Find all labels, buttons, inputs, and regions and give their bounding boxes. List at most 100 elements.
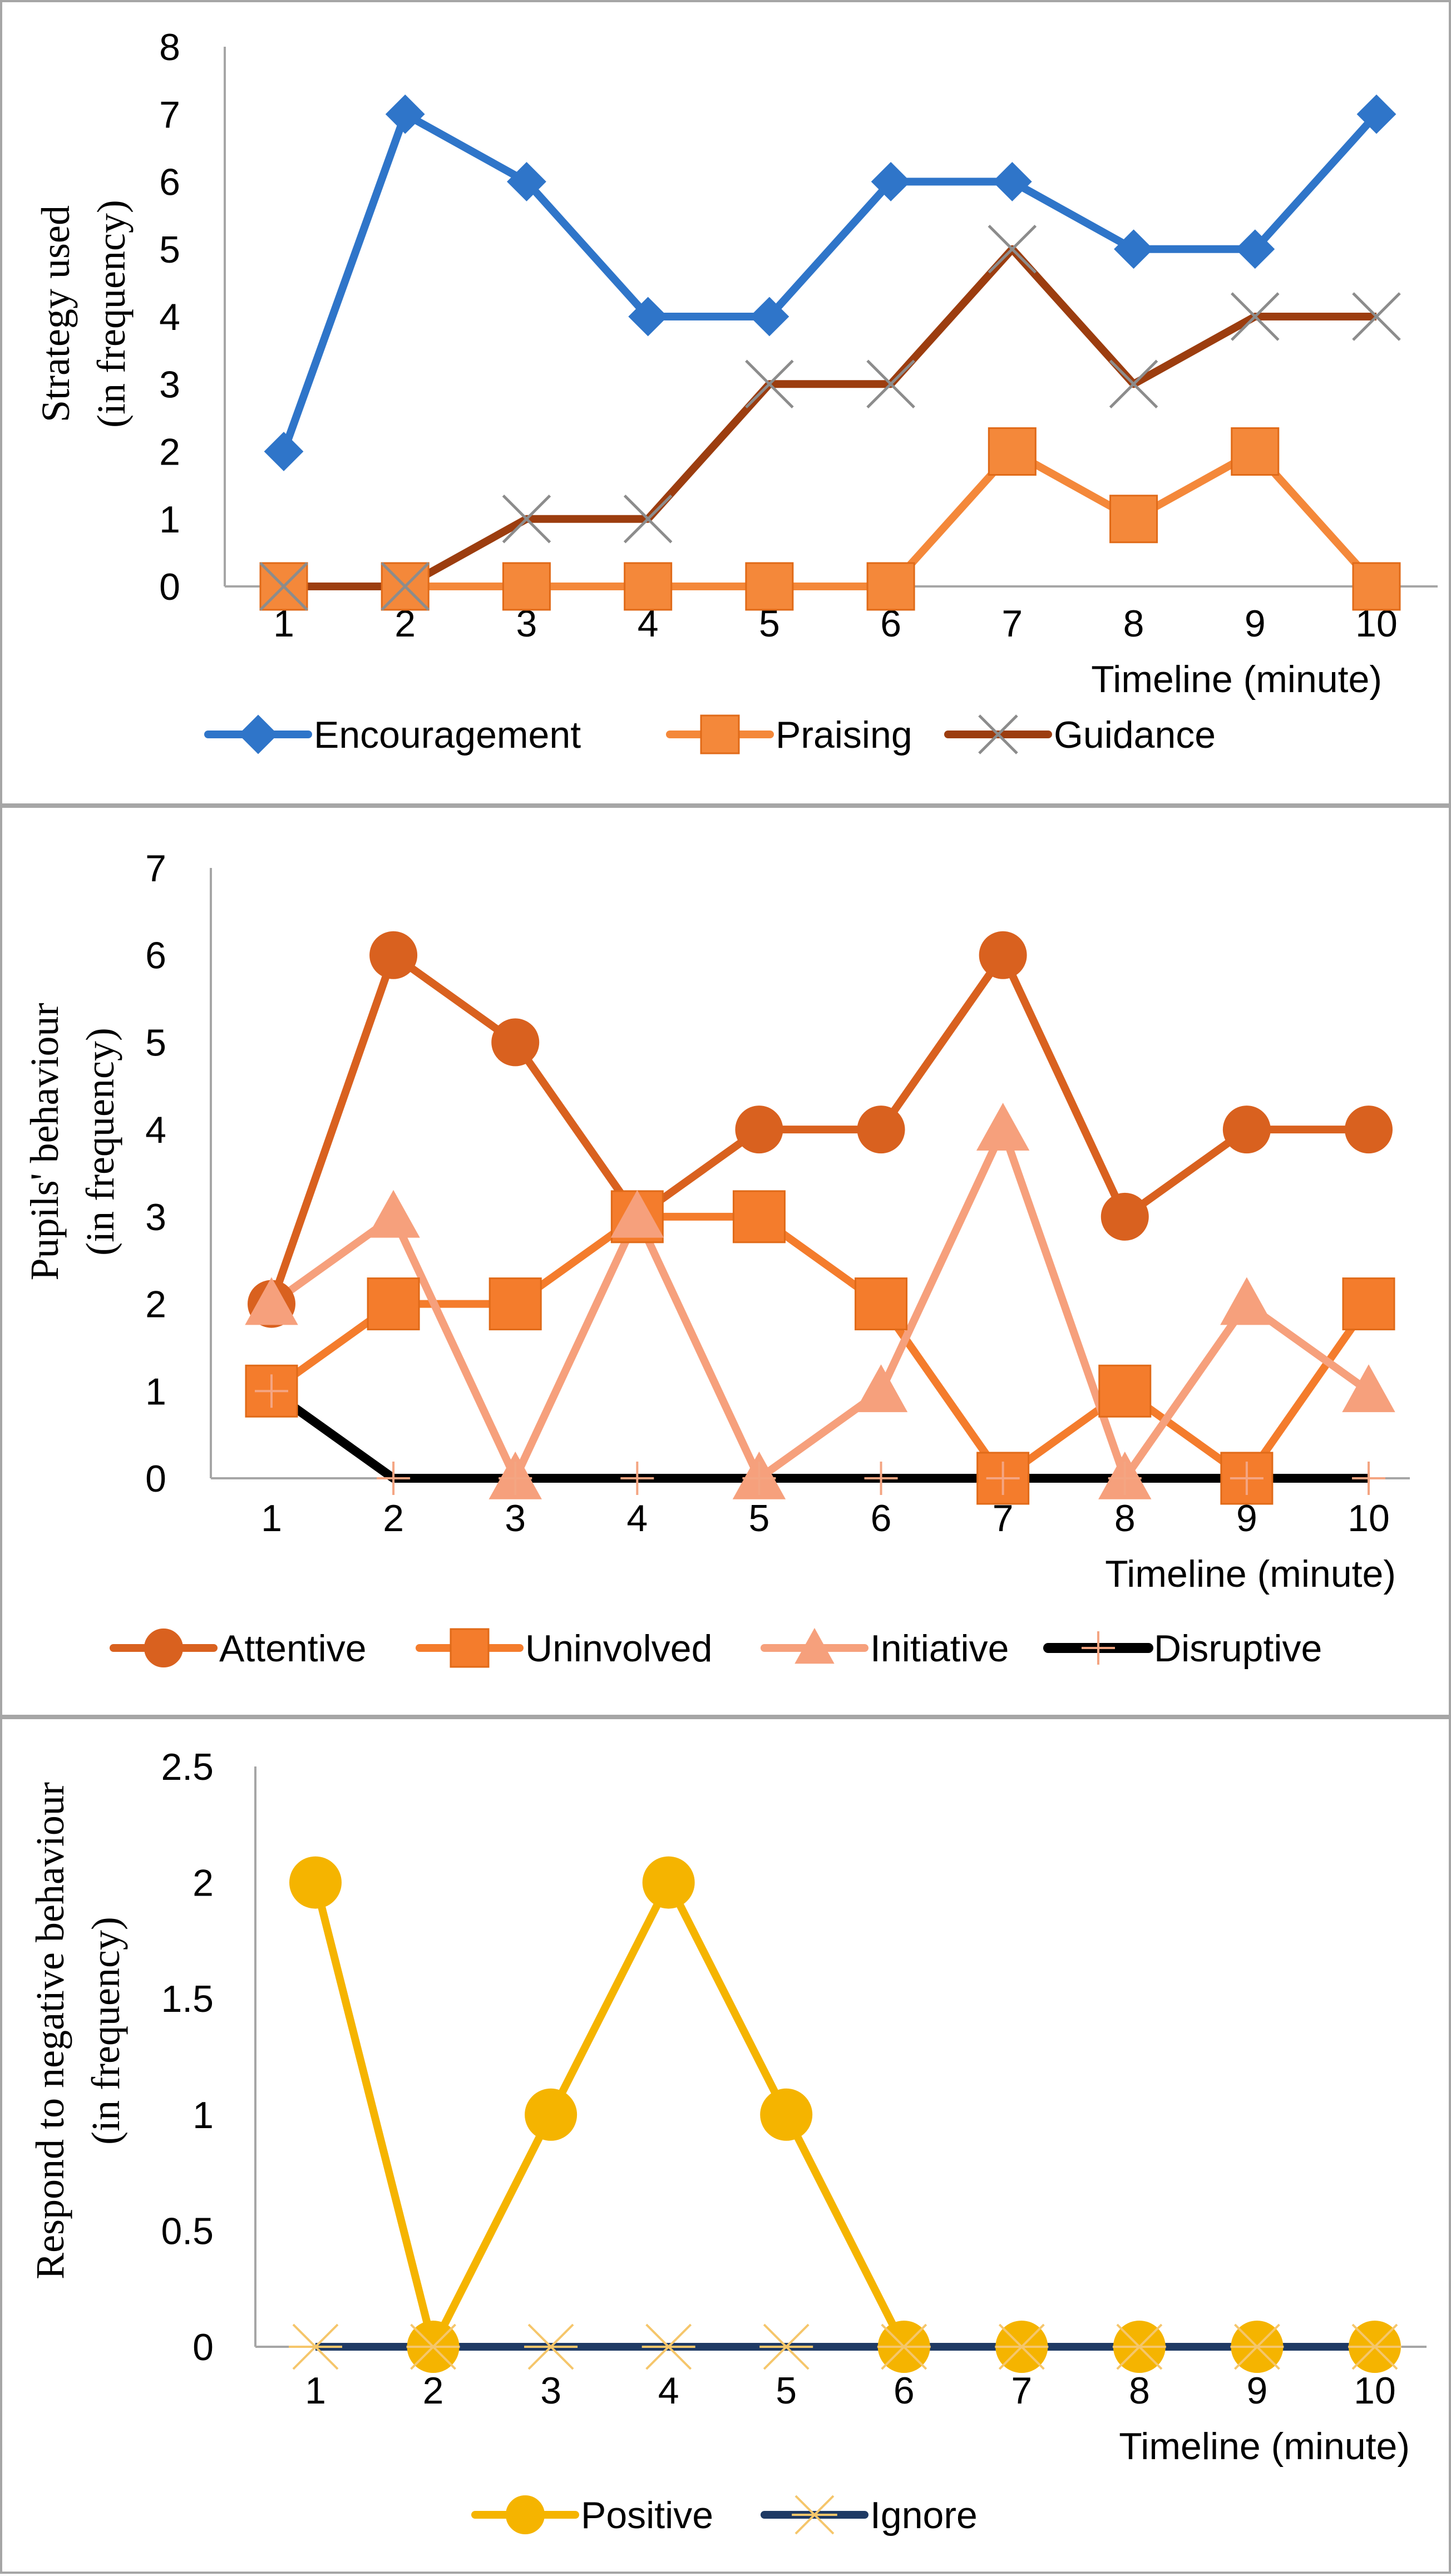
data-point-positive bbox=[525, 2088, 578, 2141]
data-point-disruptive bbox=[1108, 1462, 1142, 1495]
x-tick-label: 2 bbox=[423, 2370, 444, 2412]
data-point-encouragement bbox=[264, 432, 304, 471]
x-tick-label: 6 bbox=[894, 2370, 915, 2412]
behaviour-chart-panel: 0 1 2 3 4 5 6 7 1 2 3 4 5 6 7 8 9 10 Timeline (minute) Pupi… bbox=[0, 806, 1451, 1717]
data-point-uninvolved bbox=[1098, 1364, 1152, 1418]
y-tick-label: 7 bbox=[159, 93, 180, 136]
data-point-uninvolved bbox=[1342, 1277, 1395, 1331]
legend-label-positive: Positive bbox=[581, 2494, 713, 2536]
y-tick-label: 7 bbox=[145, 847, 166, 890]
data-point-praising bbox=[1109, 495, 1158, 544]
data-point-guidance bbox=[988, 224, 1037, 274]
data-point-ignore bbox=[289, 2323, 342, 2370]
y-tick-label: 5 bbox=[159, 229, 180, 271]
data-point-praising bbox=[624, 562, 673, 611]
y-axis-label: Pupils' behaviour bbox=[22, 1003, 67, 1281]
data-point-ignore bbox=[877, 2323, 931, 2370]
data-point-ignore bbox=[1348, 2323, 1401, 2370]
legend-marker-attentive bbox=[144, 1628, 183, 1667]
x-tick-label: 7 bbox=[1011, 2370, 1032, 2412]
data-point-initiative bbox=[367, 1190, 420, 1238]
response-chart-panel: 0 0.5 1 1.5 2 2.5 1 2 3 4 5 6 7 8 9 10 Timeline (minute)… bbox=[0, 1717, 1451, 2574]
data-point-encouragement bbox=[749, 297, 789, 337]
x-tick-label: 10 bbox=[1354, 2370, 1396, 2412]
data-point-encouragement bbox=[1235, 229, 1275, 269]
legend-marker-guidance bbox=[978, 714, 1018, 754]
data-point-attentive bbox=[979, 931, 1027, 979]
legend-label-ignore: Ignore bbox=[870, 2494, 978, 2536]
y-tick-label: 6 bbox=[145, 935, 166, 977]
x-tick-label: 9 bbox=[1247, 2370, 1268, 2412]
legend-marker-disruptive bbox=[1082, 1631, 1115, 1665]
x-axis-label: Timeline (minute) bbox=[1105, 1553, 1396, 1595]
data-point-initiative bbox=[1220, 1277, 1274, 1325]
data-point-attentive bbox=[1222, 1106, 1271, 1154]
data-point-attentive bbox=[1100, 1192, 1149, 1241]
data-point-praising bbox=[866, 562, 915, 611]
data-point-praising bbox=[1352, 562, 1401, 611]
y-tick-label: 4 bbox=[145, 1109, 166, 1151]
y-tick-label: 3 bbox=[145, 1196, 166, 1238]
x-tick-label: 5 bbox=[776, 2370, 797, 2412]
y-tick-label: 4 bbox=[159, 296, 180, 338]
y-tick-label: 1 bbox=[145, 1370, 166, 1413]
data-point-uninvolved bbox=[367, 1277, 420, 1331]
data-point-attentive bbox=[491, 1018, 540, 1067]
series-line-encouragement bbox=[280, 110, 1380, 453]
x-tick-label: 4 bbox=[658, 2370, 679, 2412]
data-point-disruptive bbox=[742, 1462, 776, 1495]
y-tick-label: 0 bbox=[159, 566, 180, 608]
data-point-disruptive bbox=[255, 1374, 288, 1408]
x-tick-label: 1 bbox=[305, 2370, 326, 2412]
legend-marker-initiative bbox=[794, 1627, 835, 1664]
x-tick-label: 9 bbox=[1245, 603, 1266, 645]
data-point-disruptive bbox=[499, 1462, 532, 1495]
strategy-chart-panel: 0 1 2 3 4 5 6 7 8 1 2 3 4 5 6 7 8 9 10 Timeline (minute) Str… bbox=[0, 0, 1451, 806]
data-point-ignore bbox=[406, 2323, 460, 2370]
data-point-disruptive bbox=[864, 1462, 898, 1495]
data-point-encouragement bbox=[871, 162, 911, 201]
y-tick-label: 2.5 bbox=[161, 1746, 214, 1788]
y-tick-label: 2 bbox=[193, 1862, 214, 1904]
data-point-guidance bbox=[1109, 359, 1158, 409]
data-point-ignore bbox=[759, 2323, 813, 2370]
y-axis-label: (in frequency) bbox=[83, 1917, 128, 2145]
x-axis-label: Timeline (minute) bbox=[1091, 658, 1382, 700]
data-point-attentive bbox=[857, 1106, 905, 1154]
data-point-uninvolved bbox=[488, 1277, 542, 1331]
data-point-guidance bbox=[1352, 292, 1401, 341]
x-tick-label: 8 bbox=[1123, 603, 1144, 645]
legend-label-praising: Praising bbox=[776, 714, 912, 756]
data-point-initiative bbox=[854, 1364, 908, 1413]
y-tick-label: 2 bbox=[145, 1284, 166, 1326]
data-point-encouragement bbox=[385, 94, 425, 134]
data-point-guidance bbox=[1231, 292, 1280, 341]
x-tick-label: 5 bbox=[749, 1497, 770, 1539]
legend-marker-encouragement bbox=[238, 714, 278, 754]
data-point-ignore bbox=[1112, 2323, 1166, 2370]
y-tick-label: 0 bbox=[193, 2326, 214, 2368]
y-axis-label: (in frequency) bbox=[89, 200, 134, 428]
data-point-disruptive bbox=[986, 1462, 1020, 1495]
data-point-guidance bbox=[623, 494, 673, 544]
series-line-guidance bbox=[284, 245, 1376, 590]
legend-label-initiative: Initiative bbox=[870, 1627, 1009, 1670]
data-point-ignore bbox=[1230, 2323, 1284, 2370]
data-point-ignore bbox=[524, 2323, 578, 2370]
legend-label-attentive: Attentive bbox=[219, 1627, 367, 1670]
legend-marker-praising bbox=[700, 714, 740, 754]
series-line-uninvolved bbox=[269, 1212, 1372, 1482]
legend-label-uninvolved: Uninvolved bbox=[525, 1627, 712, 1670]
series-line-attentive bbox=[268, 951, 1369, 1305]
y-tick-label: 1.5 bbox=[161, 1978, 214, 2020]
legend-marker-positive bbox=[506, 2495, 545, 2534]
data-point-encouragement bbox=[1356, 94, 1396, 134]
data-point-disruptive bbox=[620, 1462, 654, 1495]
x-axis-label: Timeline (minute) bbox=[1119, 2425, 1410, 2468]
x-tick-label: 10 bbox=[1348, 1497, 1390, 1539]
data-point-positive bbox=[642, 1856, 695, 1909]
data-point-praising bbox=[502, 562, 551, 611]
x-tick-label: 2 bbox=[383, 1497, 404, 1539]
